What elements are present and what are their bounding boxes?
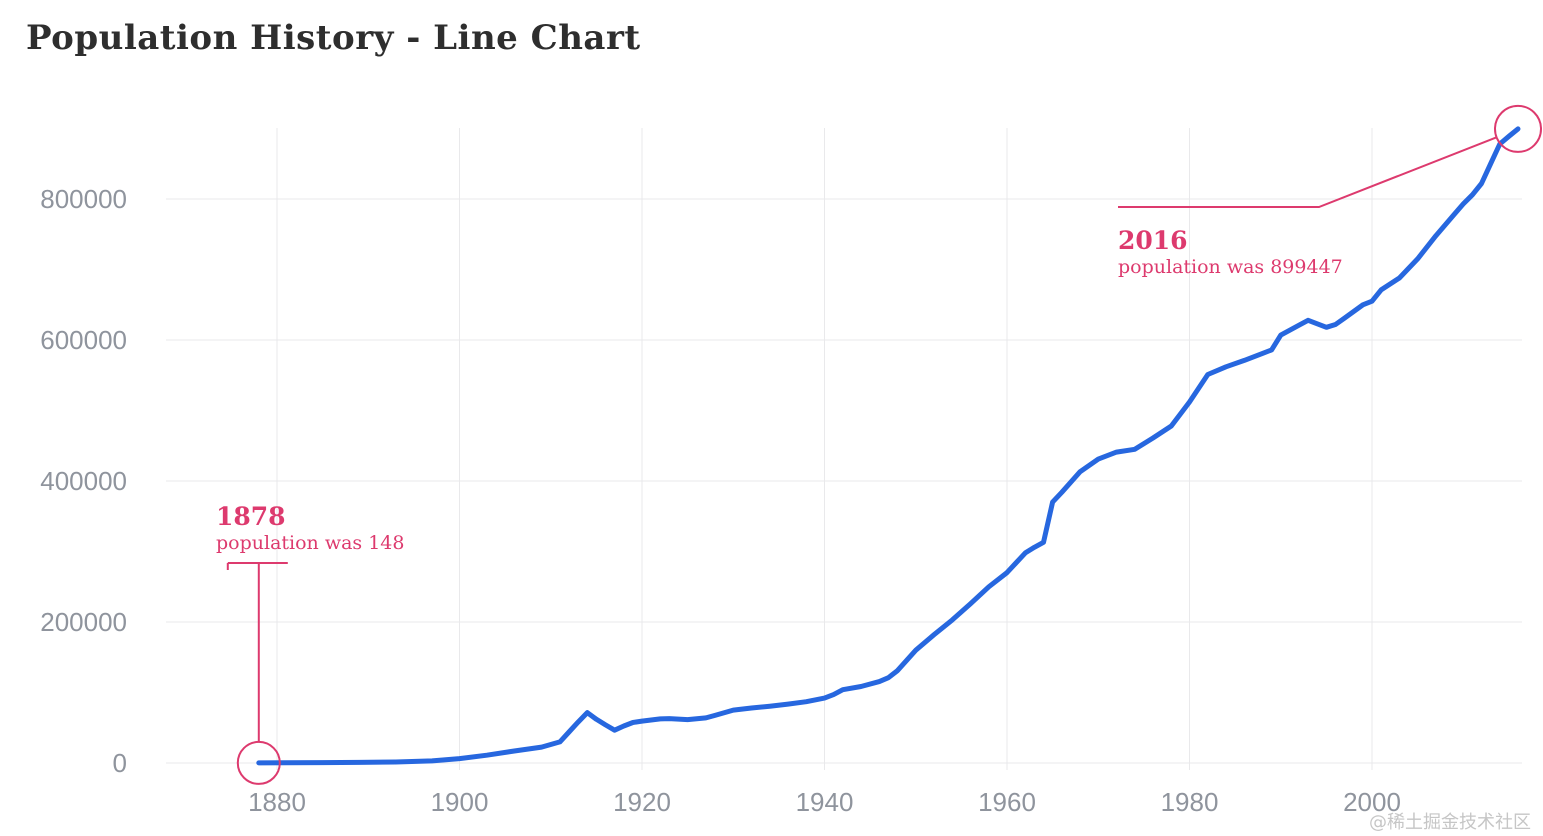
annotation-1878-connector: [226, 562, 288, 742]
y-axis-tick-label: 0: [113, 748, 127, 778]
y-axis-tick-label: 600000: [40, 325, 127, 355]
annotation-1878-circle: [236, 740, 281, 785]
x-axis-tick-label: 1880: [248, 787, 306, 817]
x-axis-tick-label: 1900: [431, 787, 489, 817]
population-series-line: [256, 126, 1521, 766]
watermark: @稀土掘金技术社区: [1369, 812, 1531, 833]
y-axis-tick-label: 200000: [40, 607, 127, 637]
x-axis-tick-label: 1920: [613, 787, 671, 817]
x-axis-tick-label: 1960: [978, 787, 1036, 817]
annotation-2016-circle: [1494, 104, 1542, 153]
y-axis-tick-label: 800000: [40, 184, 127, 214]
x-axis-tick-label: 1940: [796, 787, 854, 817]
x-axis-tick-label: 2000: [1343, 787, 1401, 817]
x-axis-tick-label: 1980: [1161, 787, 1219, 817]
chart-title: Population History - Line Chart: [26, 18, 641, 58]
annotation-2016-connector: [1118, 136, 1497, 208]
y-axis-tick-label: 400000: [40, 466, 127, 496]
